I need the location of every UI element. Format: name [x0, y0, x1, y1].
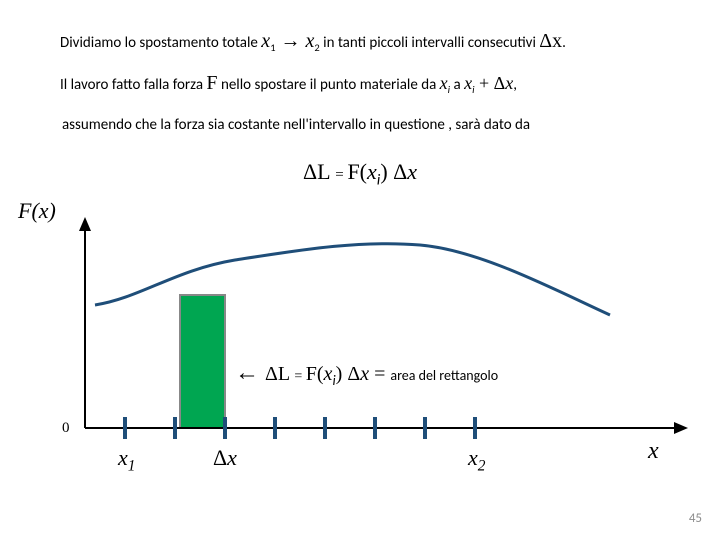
- page-number: 45: [689, 511, 702, 526]
- f2-eq2: =: [369, 363, 390, 385]
- f2-close: ) Δ: [336, 363, 361, 385]
- f2-a: ΔL: [265, 363, 294, 385]
- f2-x: x: [360, 363, 369, 385]
- axis-x2: x2: [468, 445, 485, 475]
- f2-arrow: ←: [235, 360, 265, 386]
- axis-dx: Δx: [213, 445, 237, 471]
- axis-fx-label: F(x): [18, 198, 56, 224]
- f2-area: area del rettangolo: [390, 367, 498, 384]
- f2-eq: =: [294, 369, 305, 384]
- axis-x: x: [648, 438, 659, 465]
- f2-F: F(: [306, 363, 324, 385]
- axis-x1: x1: [118, 445, 135, 475]
- chart: [0, 0, 720, 540]
- formula2: ← ΔL = F(xi) Δx = area del rettangolo: [235, 360, 498, 389]
- axis-zero: 0: [62, 420, 70, 437]
- slide: Dividiamo lo spostamento totale x1 → x2 …: [0, 0, 720, 540]
